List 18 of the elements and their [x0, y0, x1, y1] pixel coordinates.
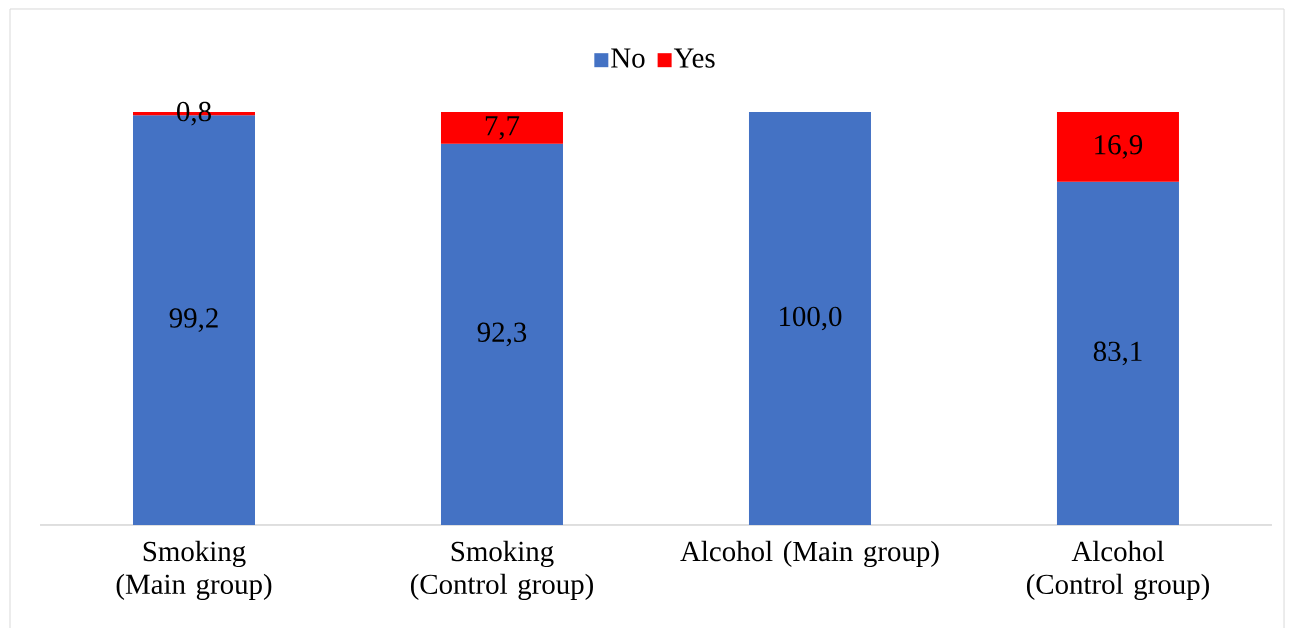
data-label: 83,1 — [1093, 341, 1142, 366]
bar — [1056, 181, 1179, 525]
data-label: 7,7 — [485, 116, 520, 140]
x-tick-label: Alcohol (Main group) — [680, 540, 939, 568]
x-tick-label: Smoking (Main group) — [116, 540, 272, 600]
bar — [1056, 112, 1179, 182]
x-tick-label: Smoking (Control group) — [410, 540, 593, 600]
legend-label: No — [611, 48, 645, 68]
x-tick-label: Alcohol (Control group) — [1026, 540, 1209, 600]
data-label: 16,9 — [1095, 135, 1143, 159]
bar — [440, 112, 563, 144]
data-label: 0,8 — [177, 101, 211, 126]
data-label: 99,2 — [169, 308, 218, 332]
legend-label: Yes — [673, 48, 715, 68]
data-label: 100,0 — [780, 306, 842, 331]
bar — [748, 112, 871, 525]
data-label: 92,3 — [477, 322, 527, 347]
bar — [440, 143, 563, 525]
